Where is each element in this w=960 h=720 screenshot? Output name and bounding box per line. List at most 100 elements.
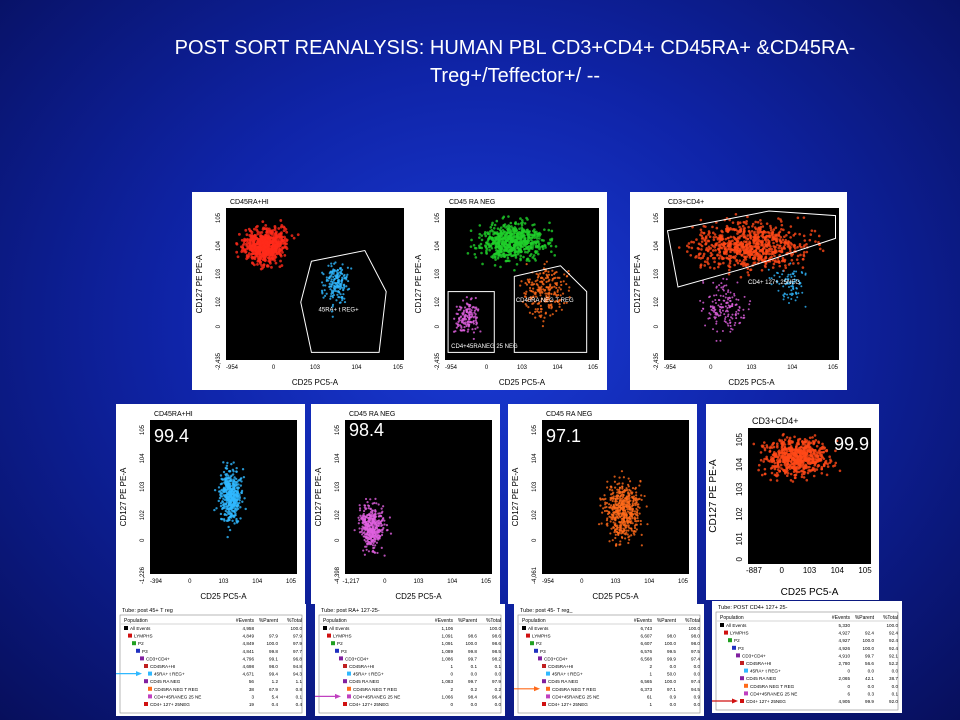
x-axis-label: CD25 PC5-A xyxy=(200,592,247,601)
event-dot xyxy=(812,441,816,445)
event-dot xyxy=(485,241,488,244)
event-dot xyxy=(325,279,328,282)
event-dot xyxy=(817,440,820,443)
event-dot xyxy=(236,487,240,491)
event-dot xyxy=(330,283,333,286)
event-dot xyxy=(380,533,384,537)
y-tick-label: -2,435 xyxy=(216,352,222,370)
event-dot xyxy=(222,497,225,500)
y-tick-label: 104 xyxy=(532,453,538,464)
gate-outline[interactable] xyxy=(666,210,836,288)
event-dot xyxy=(534,291,537,294)
event-dot xyxy=(258,252,261,256)
event-dot xyxy=(233,483,237,487)
event-dot xyxy=(707,233,710,236)
event-dot xyxy=(743,221,746,224)
event-dot xyxy=(516,231,519,235)
event-dot xyxy=(342,288,345,291)
event-dot xyxy=(375,530,378,533)
event-dot xyxy=(713,233,717,236)
event-dot xyxy=(324,284,327,287)
event-dot xyxy=(530,233,534,237)
event-dot xyxy=(754,233,758,236)
event-dot xyxy=(263,254,266,258)
event-dot xyxy=(220,488,223,492)
x-tick-label: 105 xyxy=(678,579,689,585)
event-dot xyxy=(787,296,790,299)
event-dot xyxy=(632,497,635,501)
event-dot xyxy=(724,305,727,308)
gate-outline[interactable] xyxy=(447,291,495,353)
event-dot xyxy=(539,304,542,307)
event-dot xyxy=(689,253,693,257)
event-dot xyxy=(523,244,527,248)
event-dot xyxy=(618,543,621,546)
event-dot xyxy=(778,449,781,452)
event-dot xyxy=(468,311,471,314)
event-dot xyxy=(765,240,768,244)
event-dot xyxy=(364,517,367,521)
event-dot xyxy=(372,541,375,545)
event-dot xyxy=(716,330,719,333)
gate-label: CD45RA NEG T REG xyxy=(516,298,574,304)
event-dot xyxy=(471,306,474,309)
slide-title-line1: POST SORT REANALYSIS: HUMAN PBL CD3+CD4+… xyxy=(174,37,856,59)
event-dot xyxy=(369,507,372,510)
event-dot xyxy=(499,229,503,233)
event-dot xyxy=(274,232,278,235)
event-dot xyxy=(480,234,484,237)
event-dot xyxy=(718,251,721,254)
gate-outline[interactable] xyxy=(513,265,588,353)
event-dot xyxy=(264,249,268,253)
event-dot xyxy=(536,279,539,282)
event-dot xyxy=(526,251,529,254)
event-dot xyxy=(812,474,816,478)
event-dot xyxy=(372,520,376,523)
y-tick-label: 0 xyxy=(532,538,538,542)
event-dot xyxy=(256,230,260,234)
event-dot xyxy=(545,294,548,298)
event-dot xyxy=(279,253,283,257)
event-dot xyxy=(471,328,474,331)
x-tick-label: 0 xyxy=(383,579,387,585)
event-dot xyxy=(385,524,389,527)
x-tick-label: -394 xyxy=(150,579,163,585)
x-tick-label: 105 xyxy=(286,579,297,585)
event-dot xyxy=(538,237,541,240)
event-dot xyxy=(498,248,502,251)
event-dot xyxy=(323,294,327,298)
event-dot xyxy=(720,286,723,289)
event-dot xyxy=(628,519,631,522)
event-dot xyxy=(566,275,569,278)
event-dot xyxy=(519,284,522,287)
flow-plot-2: CD45 RA NEG 105 104 103 102 0 -2,435 -954 0 103 10… xyxy=(411,192,607,390)
event-dot xyxy=(622,518,625,521)
event-dot xyxy=(335,299,338,302)
event-dot xyxy=(277,249,281,253)
event-dot xyxy=(328,282,331,286)
event-dot xyxy=(357,522,360,525)
gate-outline[interactable] xyxy=(300,249,387,353)
event-dot xyxy=(716,254,719,257)
y-tick-label: 0 xyxy=(654,324,660,328)
event-dot xyxy=(724,237,728,241)
event-dot xyxy=(544,270,547,273)
event-dot xyxy=(783,235,786,238)
event-dot xyxy=(377,530,380,533)
event-dot xyxy=(242,239,246,243)
event-dot xyxy=(541,282,544,285)
event-dot xyxy=(323,289,326,292)
event-dot xyxy=(754,238,758,242)
event-dot xyxy=(765,248,768,252)
event-dot xyxy=(767,252,771,256)
event-dot xyxy=(375,527,379,530)
event-dot xyxy=(516,252,520,256)
event-dot xyxy=(224,502,228,506)
event-dot xyxy=(773,454,777,458)
event-dot xyxy=(375,524,378,527)
event-dot xyxy=(321,292,324,295)
event-dot xyxy=(499,244,503,248)
event-dot xyxy=(770,455,773,459)
event-dot xyxy=(724,318,727,321)
event-dot xyxy=(817,463,820,467)
